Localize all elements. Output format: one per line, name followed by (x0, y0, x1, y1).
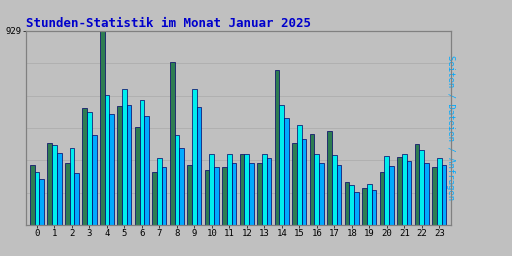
Bar (192, 89, 197, 225)
Bar (424, 164, 429, 225)
Bar (100, 31, 104, 225)
Bar (222, 167, 227, 225)
Bar (367, 184, 372, 225)
Bar (104, 95, 109, 225)
Bar (314, 154, 319, 225)
Bar (144, 116, 149, 225)
Bar (209, 154, 214, 225)
Bar (332, 155, 336, 225)
Bar (127, 105, 132, 225)
Bar (179, 148, 184, 225)
Bar (205, 170, 209, 225)
Bar (262, 154, 267, 225)
Bar (92, 135, 97, 225)
Bar (65, 164, 70, 225)
Bar (297, 125, 302, 225)
Y-axis label: Seiten / Dateien / Anfragen: Seiten / Dateien / Anfragen (446, 56, 455, 200)
Bar (74, 173, 79, 225)
Bar (275, 70, 280, 225)
Bar (362, 188, 367, 225)
Bar (389, 166, 394, 225)
Bar (419, 150, 424, 225)
Bar (402, 154, 407, 225)
Bar (197, 107, 201, 225)
Bar (232, 164, 237, 225)
Bar (39, 179, 44, 225)
Bar (82, 108, 87, 225)
Bar (354, 192, 359, 225)
Bar (280, 105, 284, 225)
Bar (257, 164, 262, 225)
Bar (244, 154, 249, 225)
Bar (372, 190, 376, 225)
Bar (117, 106, 122, 225)
Bar (319, 164, 324, 225)
Bar (249, 164, 254, 225)
Bar (157, 158, 162, 225)
Bar (170, 62, 175, 225)
Bar (214, 167, 219, 225)
Bar (349, 186, 354, 225)
Bar (140, 100, 144, 225)
Bar (345, 182, 349, 225)
Bar (35, 172, 39, 225)
Bar (122, 89, 127, 225)
Bar (302, 140, 306, 225)
Bar (175, 135, 179, 225)
Bar (407, 161, 411, 225)
Bar (441, 165, 446, 225)
Bar (284, 119, 289, 225)
Bar (152, 172, 157, 225)
Bar (327, 131, 332, 225)
Bar (48, 143, 52, 225)
Bar (52, 145, 57, 225)
Bar (240, 154, 244, 225)
Bar (310, 134, 314, 225)
Bar (227, 154, 232, 225)
Bar (437, 158, 441, 225)
Bar (57, 153, 61, 225)
Bar (267, 158, 271, 225)
Bar (187, 165, 192, 225)
Bar (30, 165, 35, 225)
Bar (292, 143, 297, 225)
Bar (379, 172, 385, 225)
Bar (415, 144, 419, 225)
Bar (432, 167, 437, 225)
Bar (397, 157, 402, 225)
Bar (385, 156, 389, 225)
Bar (70, 148, 74, 225)
Text: Stunden-Statistik im Monat Januar 2025: Stunden-Statistik im Monat Januar 2025 (26, 17, 311, 29)
Bar (162, 167, 166, 225)
Bar (336, 165, 342, 225)
Bar (135, 127, 140, 225)
Bar (87, 112, 92, 225)
Bar (109, 114, 114, 225)
